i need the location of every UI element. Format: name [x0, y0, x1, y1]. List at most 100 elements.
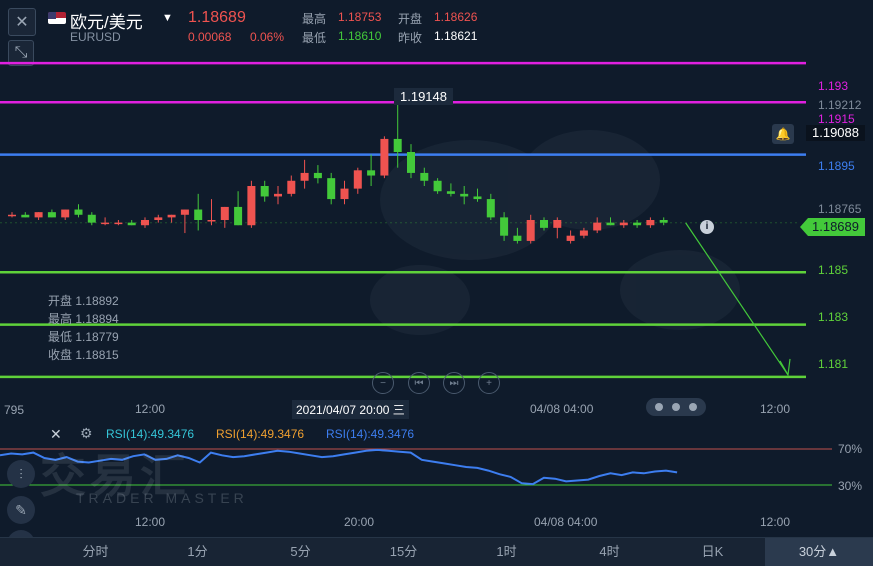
candle-body: [180, 209, 189, 215]
skip-forward-icon[interactable]: ⏭: [443, 372, 465, 394]
candle-body: [420, 172, 429, 181]
price-level-11915: 1.1915: [818, 112, 855, 126]
candle-body: [393, 138, 402, 152]
us-flag-icon: [48, 12, 66, 24]
high-label: 最高: [302, 12, 327, 26]
price-axis-tick: 1.19212: [818, 98, 862, 112]
candle-body: [61, 209, 70, 218]
candle-body: [274, 193, 282, 197]
symbol-code: EURUSD: [70, 30, 121, 44]
candle-body: [473, 196, 482, 200]
rsi-time-label: 12:00: [135, 515, 166, 529]
symbol-name[interactable]: 欧元/美元: [70, 13, 143, 32]
header: ✕ ⤡ 欧元/美元 ▼ EURUSD 1.18689 0.00068 0.06%…: [0, 0, 873, 66]
peak-price-label: 1.19148: [394, 88, 453, 105]
candle-body: [500, 217, 509, 236]
candle-body: [313, 172, 322, 179]
zoom-in-icon[interactable]: +: [478, 372, 500, 394]
price-level-1181: 1.181: [818, 357, 849, 371]
candle-body: [8, 214, 16, 217]
candle-body: [300, 172, 309, 181]
rsi-label-2: RSI(14):49.3476: [216, 427, 305, 441]
tab-daily[interactable]: 日K: [701, 544, 724, 559]
rsi-level-high: 70%: [838, 442, 863, 456]
candle-body: [353, 170, 362, 189]
open-label: 开盘: [398, 12, 423, 26]
tab-1hour[interactable]: 1时: [496, 544, 517, 559]
tab-4hour[interactable]: 4时: [599, 544, 620, 559]
candle-body: [407, 152, 415, 173]
ohlc-open: 开盘 1.18892: [48, 294, 119, 308]
candle-body: [21, 214, 30, 218]
watermark-logo: 交易汇: [40, 450, 190, 502]
rsi-label-1: RSI(14):49.3476: [106, 427, 195, 441]
price-axis-current-high: 1.19088: [806, 125, 865, 141]
crosshair-icon[interactable]: ✕: [50, 426, 62, 442]
high-value: 1.18753: [338, 10, 382, 24]
candle-body: [380, 138, 389, 176]
last-price: 1.18689: [188, 9, 246, 26]
chevron-down-icon[interactable]: ▼: [162, 12, 173, 24]
candle-body: [486, 199, 495, 218]
map-background: [370, 130, 740, 335]
candle-body: [446, 191, 455, 194]
candle-body: [247, 186, 256, 226]
price-level-11895: 1.1895: [818, 159, 855, 173]
candle-body: [207, 220, 216, 222]
more-icon[interactable]: [646, 398, 706, 416]
candle-body: [101, 222, 110, 225]
crosshair-time-label: 2021/04/07 20:00 三: [292, 400, 409, 419]
candle-body: [513, 235, 522, 241]
current-price-tag: 1.18689: [800, 218, 865, 236]
zoom-out-icon[interactable]: −: [372, 372, 394, 394]
candle-body: [47, 212, 56, 218]
timeframe-tabbar: 分时 1分 5分 15分 1时 4时 日K 30分▲: [0, 537, 873, 566]
candle-body: [619, 222, 628, 226]
candle-body: [34, 212, 43, 218]
candle-body: [566, 235, 575, 241]
price-level-1183: 1.183: [818, 310, 849, 324]
prev-close-value: 1.18621: [434, 29, 478, 43]
candle-body: [74, 209, 83, 215]
candle-body: [540, 220, 548, 228]
rsi-time-label: 04/08 04:00: [534, 515, 598, 529]
rsi-time-label: 20:00: [344, 515, 375, 529]
candle-body: [526, 220, 535, 241]
tab-timeshare[interactable]: 分时: [82, 544, 109, 559]
rsi-time-label: 12:00: [760, 515, 791, 529]
candle-body: [194, 209, 203, 220]
candle-body: [460, 193, 469, 197]
compress-icon[interactable]: ⤡: [8, 40, 34, 66]
candle-body: [579, 230, 588, 236]
watermark-text: TRADER MASTER: [76, 490, 248, 506]
info-icon[interactable]: i: [700, 220, 714, 234]
indicator-icon[interactable]: ⫶: [7, 460, 35, 488]
tab-30min[interactable]: 30分▲: [765, 538, 873, 566]
skip-back-icon[interactable]: ⏮: [408, 372, 430, 394]
tab-15min[interactable]: 15分: [389, 544, 418, 559]
pencil-icon[interactable]: ✎: [7, 496, 35, 524]
gear-icon[interactable]: ⚙: [80, 425, 93, 441]
candle-body: [593, 222, 602, 231]
candle-body: [220, 206, 229, 220]
candle-body: [154, 217, 163, 220]
ohlc-high: 最高 1.18894: [48, 312, 119, 326]
candle-body: [433, 180, 442, 192]
change-value: 0.00068: [188, 30, 232, 44]
change-percent: 0.06%: [250, 30, 285, 44]
ohlc-close: 收盘 1.18815: [48, 348, 119, 362]
bell-icon[interactable]: 🔔: [772, 124, 794, 144]
candle-body: [367, 170, 376, 176]
candle-body: [646, 220, 655, 226]
low-label: 最低: [302, 31, 327, 45]
tab-1min[interactable]: 1分: [187, 544, 208, 559]
price-chart[interactable]: [0, 0, 873, 537]
candle-body: [659, 220, 668, 223]
close-icon[interactable]: ✕: [8, 8, 36, 36]
price-level-1185: 1.185: [818, 263, 849, 277]
candle-body: [327, 178, 336, 200]
time-axis-left-value: 795: [4, 403, 25, 417]
tab-5min[interactable]: 5分: [290, 544, 311, 559]
candle-body: [114, 222, 123, 225]
candle-body: [633, 222, 642, 226]
